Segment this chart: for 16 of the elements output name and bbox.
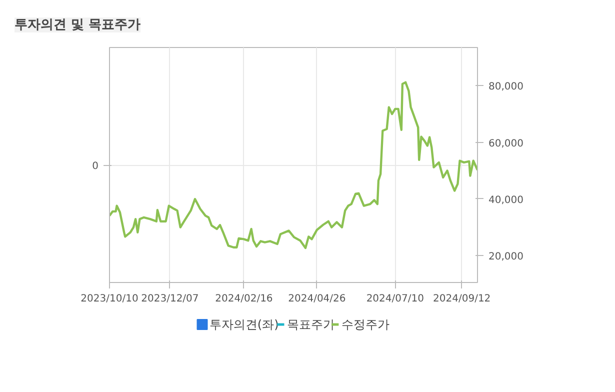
legend-label: 투자의견(좌)	[209, 318, 279, 332]
x-tick-label: 2024/07/10	[366, 294, 424, 304]
y2-tick-label: 40,000	[488, 194, 524, 206]
y2-tick-label: 60,000	[488, 138, 524, 150]
legend-label: 목표주가	[287, 318, 336, 332]
x-tick-label: 2023/12/07	[141, 294, 199, 304]
legend-label: 수정주가	[342, 318, 390, 332]
line-series	[110, 81, 478, 250]
x-tick-label: 2024/04/26	[288, 294, 346, 304]
x-tick-label: 2024/02/16	[215, 294, 273, 304]
x-tick-label: 2023/10/10	[80, 294, 138, 304]
text: 0	[92, 161, 99, 172]
y2-tick-label: 80,000	[488, 82, 524, 93]
x-tick-label: 2024/09/12	[433, 294, 491, 304]
y2-tick-label: 20,000	[488, 252, 524, 263]
chart-title: 투자의견 및 목표주가	[14, 18, 141, 32]
